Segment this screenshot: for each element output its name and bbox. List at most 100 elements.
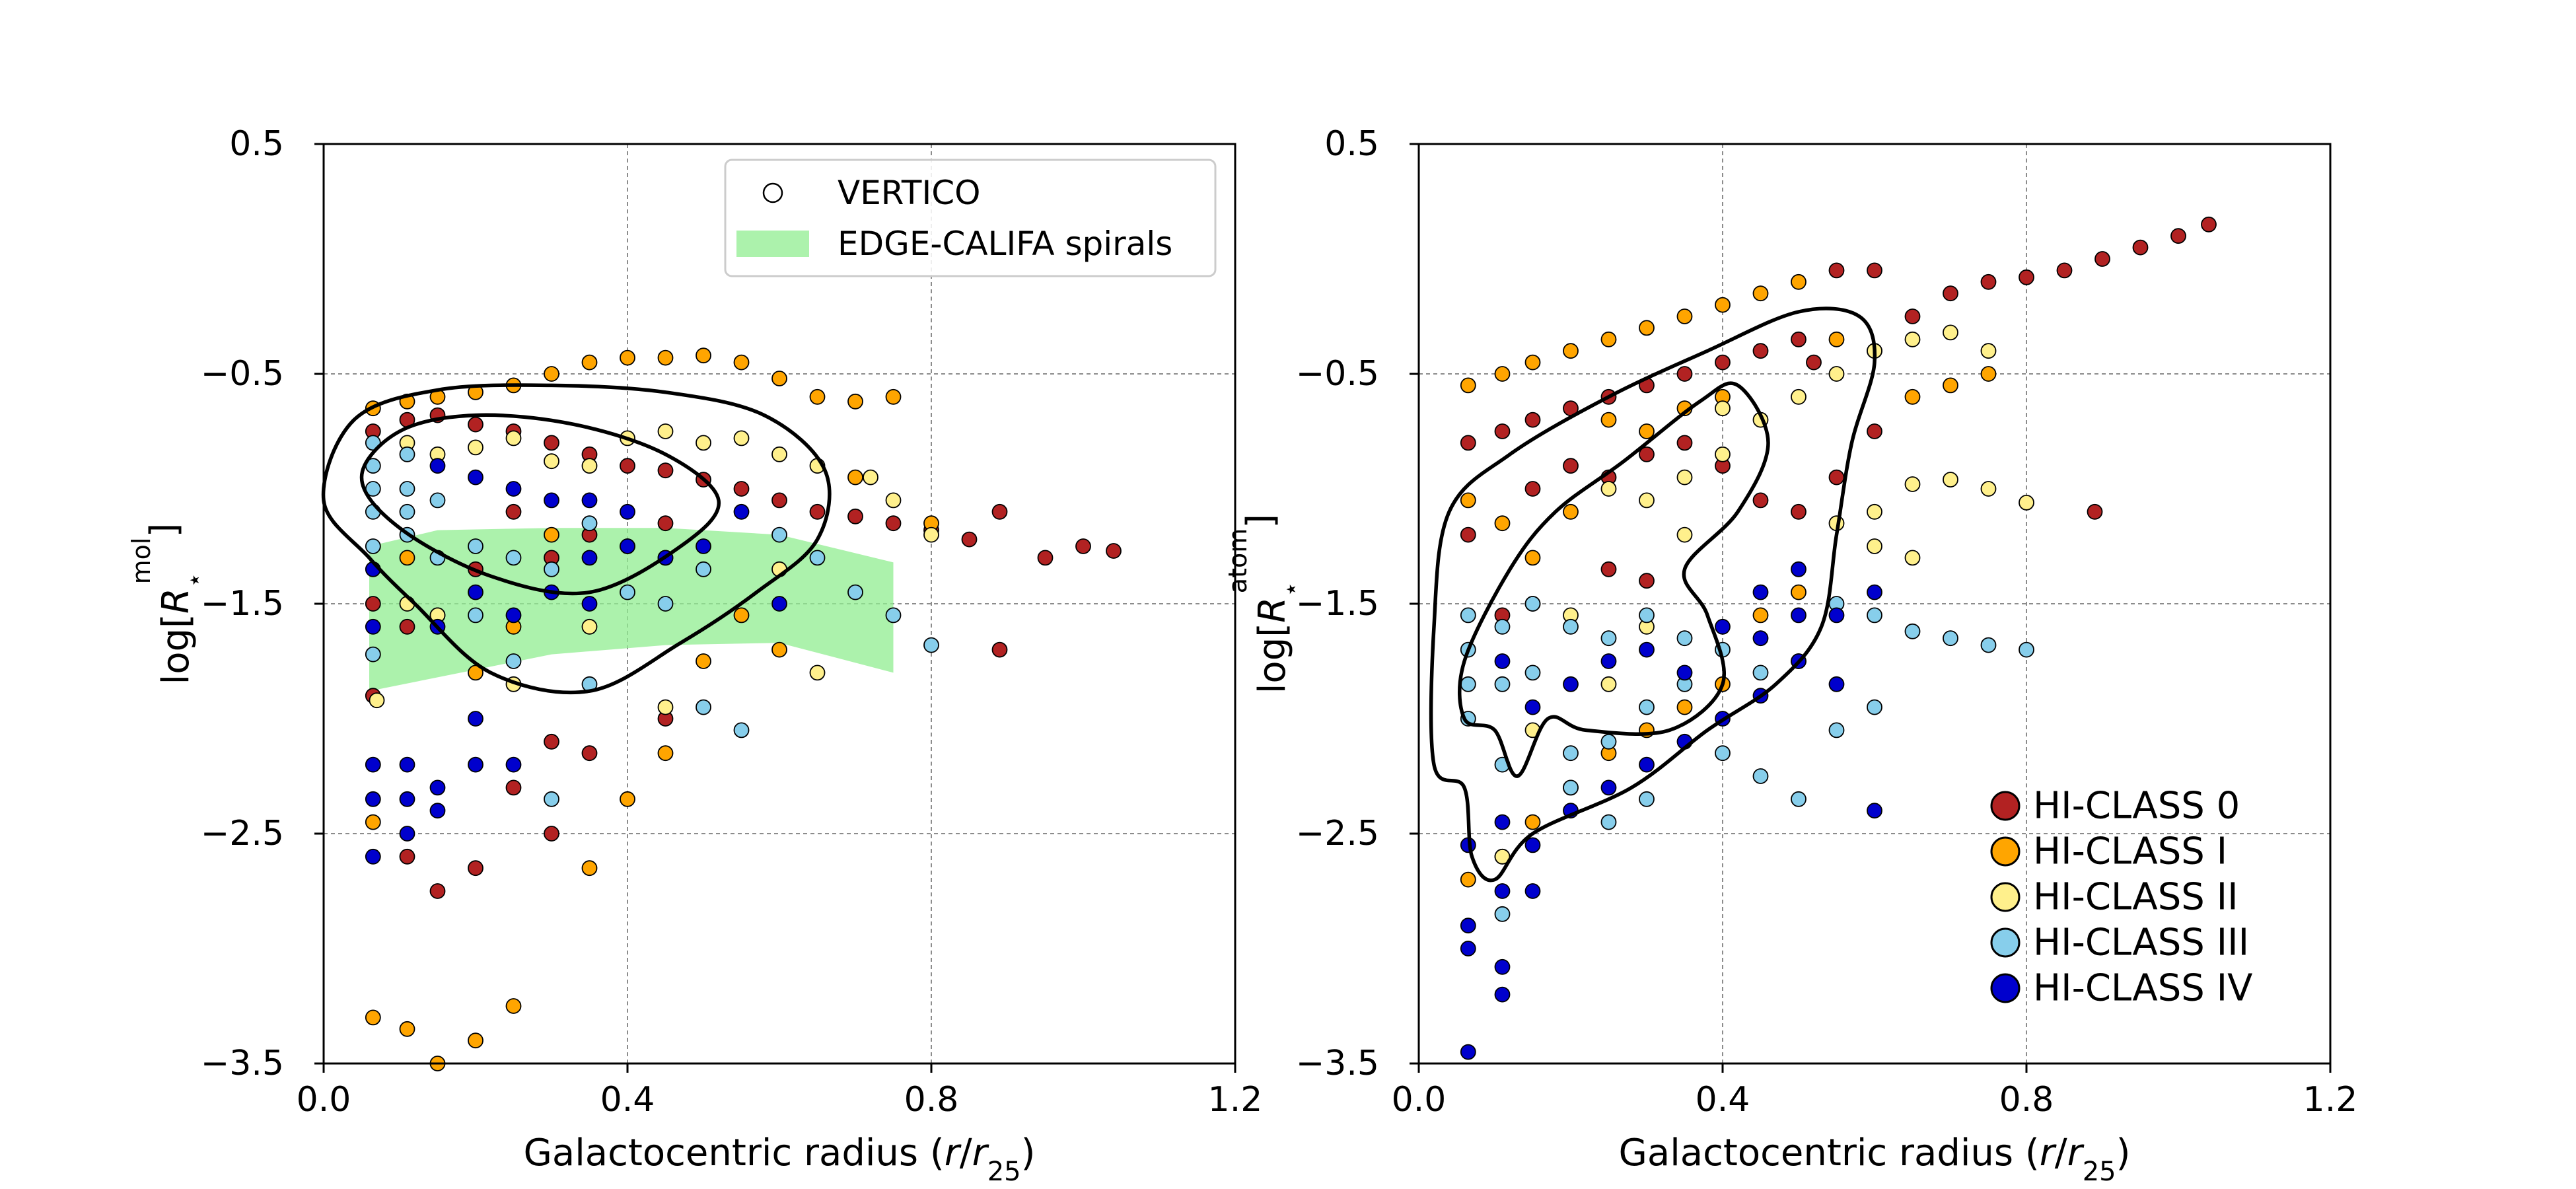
left-point-hi-class-3 [468,607,483,624]
right-point-hi-class-1 [1563,503,1579,520]
right-point-hi-class-3 [1791,791,1807,807]
left-point-hi-class-2 [733,430,750,447]
left-point-hi-class-4 [505,481,522,497]
left-xlabel: Galactocentric radius (r/r25) [524,1132,1036,1187]
left-point-hi-class-4 [429,458,446,474]
right-point-hi-class-2 [1867,538,1882,554]
left-point-hi-class-1 [885,388,902,405]
left-point-hi-class-0 [620,458,635,474]
right-ytick-label: −1.5 [1296,584,1379,624]
right-point-hi-class-1 [1600,412,1617,428]
right-point-hi-class-0 [1980,273,1997,290]
right-point-hi-class-1 [1639,423,1655,439]
left-point-hi-class-4 [399,826,415,842]
right-point-hi-class-0 [1639,573,1655,589]
right-point-hi-class-0 [2201,216,2217,233]
right-point-hi-class-3 [1600,630,1617,647]
left-point-hi-class-3 [544,791,559,807]
left-ylabel: log[R⋆mol] [127,523,209,685]
right-panel: 0.5 −0.5 −1.5 −2.5 −3.5 0.0 0.4 0.8 1.2 … [1223,124,2357,1187]
right-point-hi-class-0 [1676,435,1693,451]
right-point-hi-class-4 [1791,561,1807,577]
right-point-hi-class-4 [1715,618,1731,635]
left-point-hi-class-4 [468,711,483,727]
left-point-hi-class-0 [1075,538,1091,554]
right-point-hi-class-0 [1563,458,1579,474]
right-point-hi-class-4 [1460,941,1476,956]
right-point-hi-class-3 [1752,768,1769,784]
left-point-hi-class-4 [620,503,635,520]
left-point-hi-class-0 [365,596,381,612]
left-point-hi-class-1 [399,1021,415,1037]
edge-califa-band [369,528,894,692]
left-ytick-label: −0.5 [201,354,284,394]
right-point-hi-class-4 [1494,814,1511,830]
left-point-hi-class-0 [505,503,522,520]
left-point-hi-class-4 [696,538,711,554]
left-point-hi-class-0 [991,641,1008,658]
right-point-hi-class-3 [1563,779,1579,796]
left-point-hi-class-1 [847,469,863,486]
left-point-hi-class-1 [505,998,522,1014]
right-point-hi-class-3 [1563,618,1579,635]
left-point-hi-class-4 [581,596,598,612]
left-point-hi-class-1 [657,349,674,366]
right-point-hi-class-0 [1904,308,1921,324]
right-ticks [1410,143,2332,1073]
right-legend-label: HI-CLASS III [2033,921,2249,964]
left-point-hi-class-4 [733,503,750,520]
left-point-hi-class-2 [581,458,598,474]
left-point-hi-class-3 [399,446,415,462]
left-contours-layer [321,383,832,695]
left-point-hi-class-2 [544,453,559,470]
right-point-hi-class-1 [1524,550,1541,566]
left-point-hi-class-0 [544,826,559,842]
right-point-hi-class-3 [1867,607,1882,624]
left-point-hi-class-0 [847,508,863,524]
right-point-hi-class-3 [1563,745,1579,762]
right-point-hi-class-0 [1791,331,1807,347]
left-ytick-label: −3.5 [201,1044,284,1083]
right-point-hi-class-3 [1600,814,1617,830]
left-point-hi-class-2 [885,492,902,509]
left-point-hi-class-4 [429,803,446,819]
right-point-hi-class-4 [1460,1044,1476,1060]
left-point-hi-class-1 [581,354,598,371]
left-point-hi-class-1 [809,388,826,405]
left-point-hi-class-0 [1037,550,1054,566]
left-point-hi-class-2 [468,439,483,456]
left-point-hi-class-0 [809,503,826,520]
right-xtick-label: 1.2 [2303,1080,2358,1120]
left-point-hi-class-4 [365,756,381,773]
right-contour-outer [1429,306,1877,883]
right-point-hi-class-3 [1524,665,1541,681]
right-point-hi-class-4 [1867,584,1882,600]
left-point-hi-class-1 [771,371,787,386]
left-point-hi-class-4 [399,756,415,773]
right-point-hi-class-0 [1752,343,1769,359]
right-legend-label: HI-CLASS II [2033,876,2238,919]
right-point-hi-class-2 [1715,446,1731,462]
right-point-hi-class-2 [1791,388,1807,405]
left-point-hi-class-1 [733,607,750,624]
left-point-hi-class-4 [771,596,787,612]
right-point-hi-class-0 [2056,262,2073,279]
left-point-hi-class-2 [505,430,522,447]
right-point-hi-class-1 [1563,343,1579,359]
left-point-hi-class-1 [620,349,635,366]
right-point-hi-class-3 [1524,596,1541,612]
left-band-layer [369,528,894,692]
right-point-hi-class-3 [1867,699,1882,715]
right-point-hi-class-1 [1676,308,1693,324]
right-point-hi-class-2 [1828,366,1845,382]
right-point-hi-class-3 [2019,641,2034,658]
right-xtick-label: 0.0 [1392,1080,1447,1120]
right-point-hi-class-4 [1639,641,1655,658]
right-point-hi-class-0 [2019,269,2034,285]
right-xlabel: Galactocentric radius (r/r25) [1619,1132,2131,1187]
left-point-hi-class-3 [399,481,415,497]
right-point-hi-class-3 [1752,665,1769,681]
left-point-hi-class-4 [468,469,483,486]
right-point-hi-class-0 [1828,469,1845,486]
left-point-hi-class-3 [696,699,711,715]
